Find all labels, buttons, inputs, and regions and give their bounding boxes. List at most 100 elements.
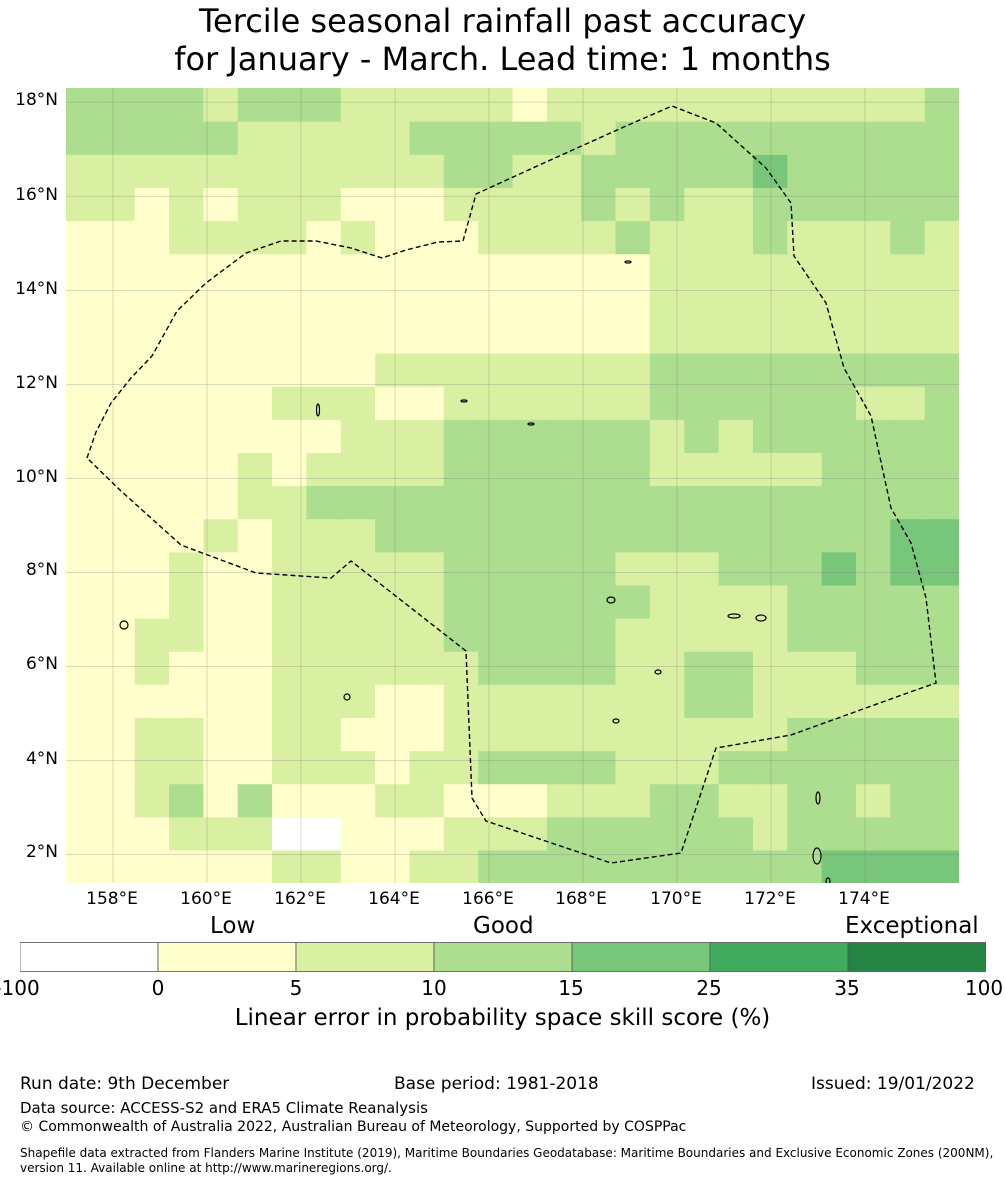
grid-cell: [169, 849, 204, 883]
grid-cell: [134, 551, 170, 586]
grid-cell: [409, 121, 445, 155]
grid-cell: [340, 485, 376, 520]
grid-cell: [306, 684, 342, 718]
grid-cell: [409, 816, 445, 851]
grid-cell: [237, 485, 273, 520]
grid-cell: [718, 783, 754, 818]
island: [612, 718, 620, 724]
colorbar: [20, 942, 986, 972]
grid-cell: [443, 618, 479, 652]
lat-label: 16°N: [15, 185, 58, 205]
grid-cell: [855, 485, 891, 520]
grid-cell: [752, 783, 788, 818]
grid-cell: [375, 684, 411, 718]
grid-cell: [169, 154, 204, 188]
grid-cell: [581, 717, 617, 752]
grid-cell: [512, 717, 548, 752]
grid-cell: [821, 253, 857, 288]
grid-cell: [684, 386, 720, 420]
grid-cell: [237, 419, 273, 453]
grid-cell: [272, 187, 308, 222]
grid-cell: [581, 618, 617, 652]
grid-cell: [615, 220, 651, 255]
grid-cell: [340, 551, 376, 586]
grid-cell: [890, 518, 926, 553]
grid-cell: [169, 618, 204, 652]
grid-cell: [821, 88, 857, 122]
grid-cell: [546, 88, 582, 122]
grid-cell: [203, 783, 239, 818]
grid-cell: [855, 651, 891, 685]
grid-cell: [649, 816, 685, 851]
grid-cell: [203, 717, 239, 752]
grid-cell: [375, 121, 411, 155]
category-good: Good: [473, 913, 534, 939]
colorbar-tick: 5: [289, 976, 303, 1000]
grid-cell: [66, 651, 101, 685]
grid-cell: [512, 319, 548, 354]
colorbar-bin: [571, 942, 711, 972]
grid-cell: [821, 651, 857, 685]
grid-cell: [478, 386, 514, 420]
grid-cell: [66, 717, 101, 752]
grid-cell: [340, 419, 376, 453]
grid-cell: [237, 849, 273, 883]
grid-cell: [546, 518, 582, 553]
grid-cell: [649, 584, 685, 619]
lon-label: 168°E: [555, 889, 607, 909]
grid-cell: [478, 618, 514, 652]
island: [812, 847, 822, 865]
lon-label: 172°E: [744, 889, 796, 909]
grid-cell: [443, 253, 479, 288]
grid-cell: [649, 121, 685, 155]
grid-cell: [684, 353, 720, 387]
grid-cell: [546, 618, 582, 652]
grid-cell: [649, 684, 685, 718]
grid-cell: [66, 684, 101, 718]
grid-cell: [546, 187, 582, 222]
grid-cell: [821, 485, 857, 520]
lon-label: 164°E: [368, 889, 420, 909]
grid-cell: [924, 651, 959, 685]
grid-cell: [787, 485, 823, 520]
grid-cell: [134, 849, 170, 883]
grid-cell: [890, 584, 926, 619]
grid-cell: [306, 618, 342, 652]
grid-cell: [649, 286, 685, 321]
map-gridlines: [66, 88, 959, 883]
grid-cell: [100, 551, 136, 586]
grid-cell: [855, 154, 891, 188]
grid-cell: [272, 783, 308, 818]
island: [460, 399, 468, 403]
grid-cell: [512, 452, 548, 487]
grid-cell: [718, 353, 754, 387]
lat-label: 14°N: [15, 279, 58, 299]
grid-cell: [443, 485, 479, 520]
grid-cell: [272, 154, 308, 188]
grid-cell: [581, 353, 617, 387]
grid-cell: [66, 618, 101, 652]
grid-cell: [512, 518, 548, 553]
grid-cell: [100, 286, 136, 321]
island: [343, 693, 351, 701]
grid-cell: [237, 154, 273, 188]
island: [755, 614, 767, 622]
grid-cell: [924, 286, 959, 321]
grid-cell: [237, 452, 273, 487]
grid-cell: [203, 750, 239, 785]
grid-cell: [203, 386, 239, 420]
grid-cell: [306, 717, 342, 752]
grid-cell: [855, 452, 891, 487]
grid-cell: [546, 717, 582, 752]
grid-cell: [134, 783, 170, 818]
copyright: © Commonwealth of Australia 2022, Austra…: [20, 1119, 687, 1135]
grid-cell: [890, 750, 926, 785]
shapefile-credit-line-1: Shapefile data extracted from Flanders M…: [20, 1146, 994, 1160]
lat-label: 6°N: [25, 654, 58, 674]
grid-cell: [134, 286, 170, 321]
grid-cell: [546, 750, 582, 785]
grid-cell: [615, 253, 651, 288]
grid-cell: [924, 518, 959, 553]
grid-cell: [134, 684, 170, 718]
grid-cell: [375, 88, 411, 122]
